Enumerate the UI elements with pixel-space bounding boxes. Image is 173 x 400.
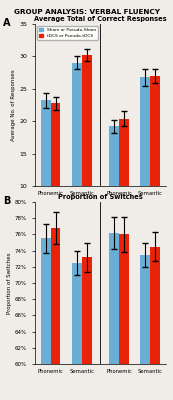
Y-axis label: Proportion of Switches: Proportion of Switches [7, 252, 12, 314]
Bar [109, 126, 119, 251]
Bar [150, 246, 160, 400]
Bar [82, 55, 92, 251]
Bar [140, 255, 150, 400]
Bar [41, 100, 51, 251]
Legend: Sham or Pseudo-Sham, tDCS or Pseudo-tDCS: Sham or Pseudo-Sham, tDCS or Pseudo-tDCS [37, 26, 98, 40]
Bar [119, 119, 129, 251]
Bar [150, 76, 160, 251]
Text: B: B [3, 196, 10, 206]
Bar [82, 257, 92, 400]
Bar [72, 263, 82, 400]
Bar [51, 228, 61, 400]
Y-axis label: Average No. of Responses: Average No. of Responses [11, 69, 16, 141]
Title: Average Total of Correct Responses: Average Total of Correct Responses [34, 16, 167, 22]
Bar [119, 234, 129, 400]
Bar [109, 233, 119, 400]
Bar [72, 63, 82, 251]
Bar [41, 238, 51, 400]
Bar [51, 103, 61, 251]
Bar [140, 77, 150, 251]
Title: Proportion of Switches: Proportion of Switches [58, 194, 143, 200]
Text: A: A [3, 18, 11, 28]
Text: GROUP ANALYSIS: VERBAL FLUENCY: GROUP ANALYSIS: VERBAL FLUENCY [13, 9, 160, 15]
